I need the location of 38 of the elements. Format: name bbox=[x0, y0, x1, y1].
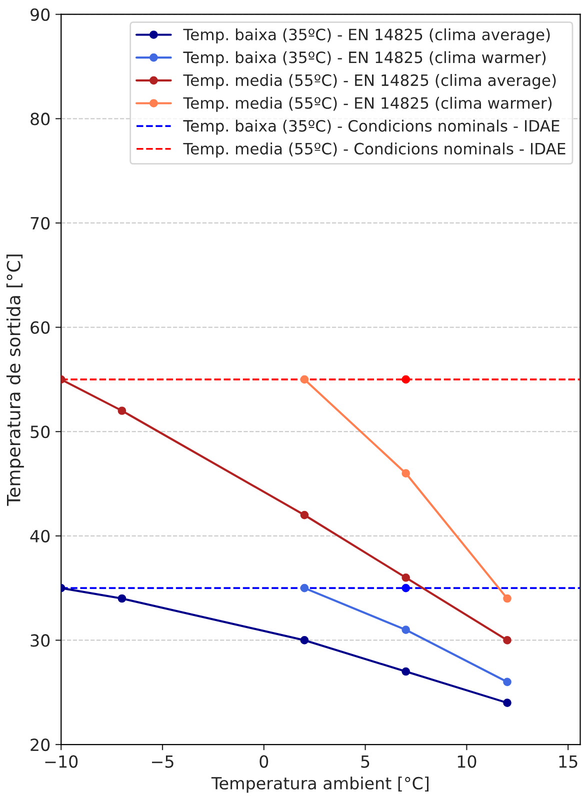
point bbox=[402, 375, 410, 384]
point bbox=[300, 510, 309, 520]
point bbox=[300, 636, 309, 644]
y-axis-title: Temperatura de sortida [°C] bbox=[6, 254, 24, 506]
legend-label: Temp. media (55ºC) - Condicions nominals - IDAE bbox=[183, 142, 566, 158]
y-tick-label: 90 bbox=[30, 8, 50, 21]
point bbox=[118, 406, 126, 415]
point bbox=[300, 375, 309, 384]
legend-label: Temp. media (55ºC) - EN 14825 (clima average) bbox=[183, 74, 556, 90]
point bbox=[402, 573, 410, 582]
x-tick-label: 10 bbox=[458, 755, 476, 768]
point bbox=[402, 626, 410, 634]
y-tick-label: 50 bbox=[30, 426, 50, 438]
x-tick-label: 0 bbox=[260, 755, 268, 768]
x-tick-label: 15 bbox=[559, 755, 578, 768]
x-axis-title: Temperatura ambient [°C] bbox=[211, 776, 428, 793]
legend-label: Temp. baixa (35ºC) - EN 14825 (clima warmer) bbox=[183, 51, 546, 66]
point bbox=[300, 584, 309, 592]
legend-label: Temp. media (55ºC) - EN 14825 (clima warmer) bbox=[183, 96, 552, 112]
point bbox=[503, 678, 512, 686]
x-tick-label: −5 bbox=[152, 755, 174, 768]
y-tick-label: 80 bbox=[30, 112, 50, 126]
legend-label: Temp. baixa (35ºC) - Condicions nominals - IDAE bbox=[183, 120, 560, 135]
point bbox=[402, 667, 410, 676]
x-tick-label: 5 bbox=[361, 755, 370, 768]
point bbox=[503, 594, 512, 603]
y-tick-label: 70 bbox=[30, 216, 50, 230]
point bbox=[402, 469, 410, 478]
x-tick-label: −10 bbox=[45, 755, 78, 768]
y-tick-label: 40 bbox=[30, 530, 50, 542]
legend-label: Temp. baixa (35ºC) - EN 14825 (clima average) bbox=[183, 28, 550, 44]
point bbox=[402, 584, 410, 592]
point bbox=[503, 698, 512, 707]
point bbox=[503, 636, 512, 644]
y-tick-label: 20 bbox=[30, 738, 50, 752]
y-tick-label: 30 bbox=[30, 634, 50, 647]
y-tick-label: 60 bbox=[30, 321, 50, 334]
point bbox=[118, 594, 126, 603]
